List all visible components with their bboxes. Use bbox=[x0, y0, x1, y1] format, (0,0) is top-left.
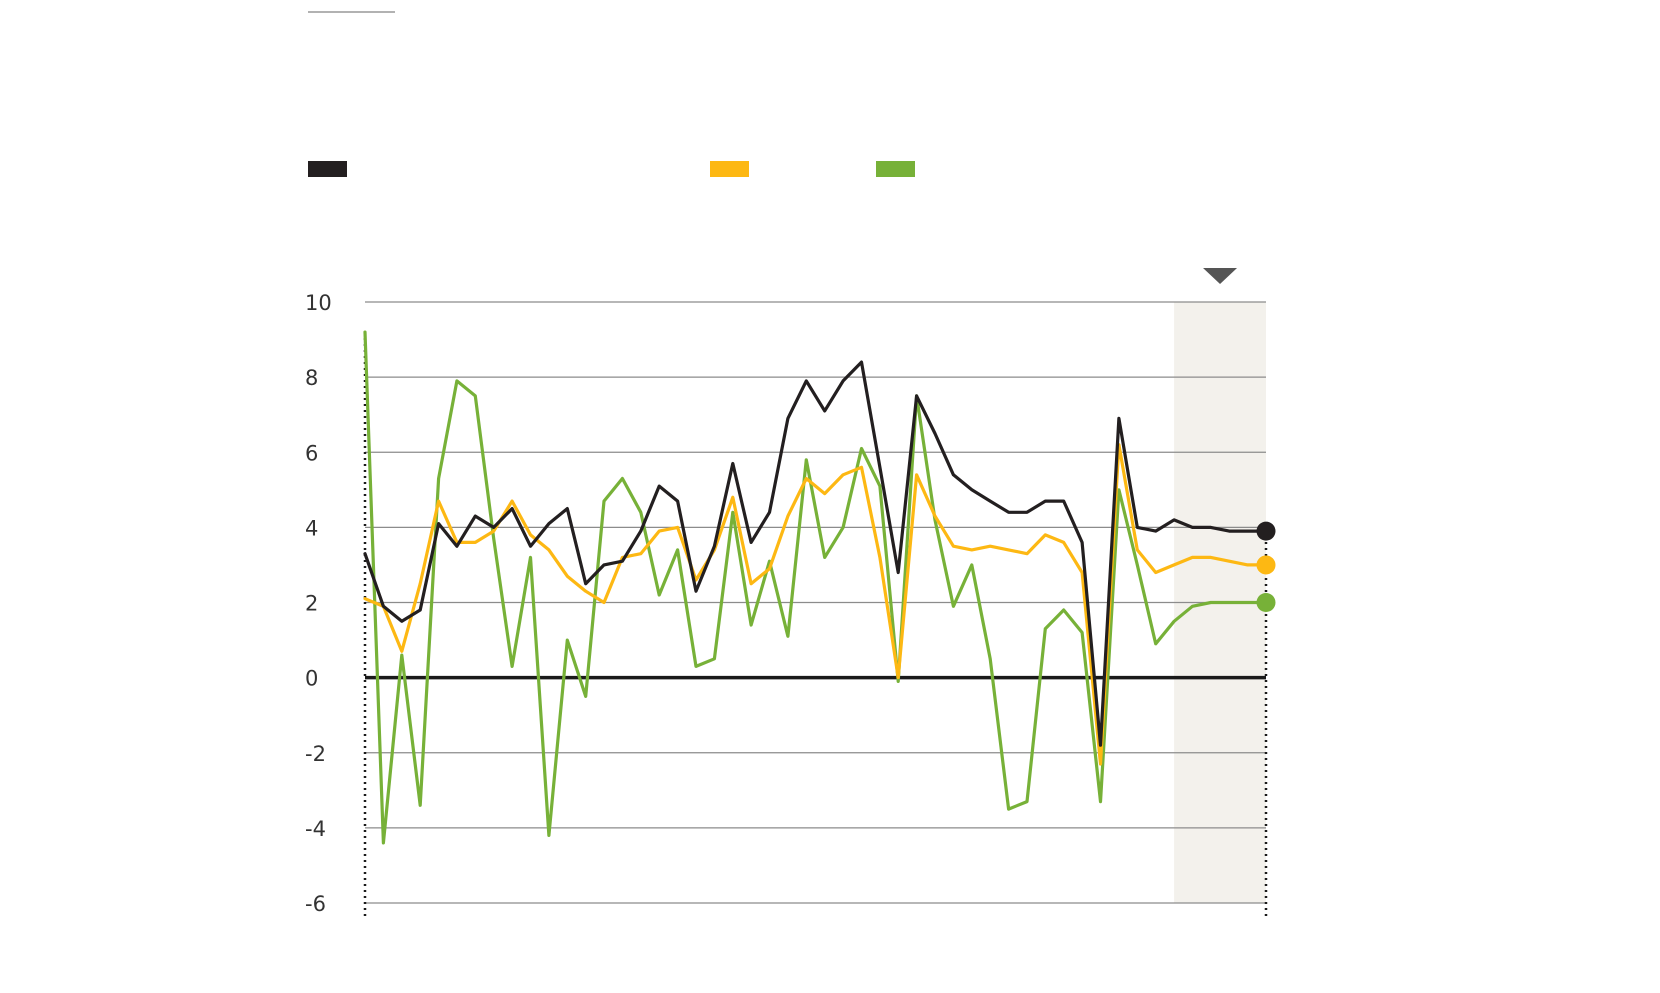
series-endpoint-2 bbox=[1256, 555, 1276, 575]
y-tick-label: -4 bbox=[305, 817, 326, 841]
y-tick-label: 10 bbox=[305, 291, 332, 315]
y-tick-label: 2 bbox=[305, 592, 318, 616]
series-line-3 bbox=[363, 330, 1268, 845]
legend-swatch-1 bbox=[308, 161, 347, 177]
series-endpoint-1 bbox=[1256, 521, 1276, 541]
y-tick-label: 6 bbox=[305, 441, 318, 465]
series-line-1 bbox=[363, 360, 1268, 747]
y-tick-label: 0 bbox=[305, 667, 318, 691]
legend-swatch-3 bbox=[876, 161, 915, 177]
y-tick-label: 4 bbox=[305, 516, 318, 540]
series-endpoint-3 bbox=[1256, 593, 1276, 612]
y-tick-label: -2 bbox=[305, 742, 326, 766]
y-tick-label: -6 bbox=[305, 892, 326, 916]
forecast-marker-icon bbox=[1203, 268, 1238, 284]
y-tick-label: 8 bbox=[305, 366, 318, 390]
legend-swatch-2 bbox=[710, 161, 749, 177]
